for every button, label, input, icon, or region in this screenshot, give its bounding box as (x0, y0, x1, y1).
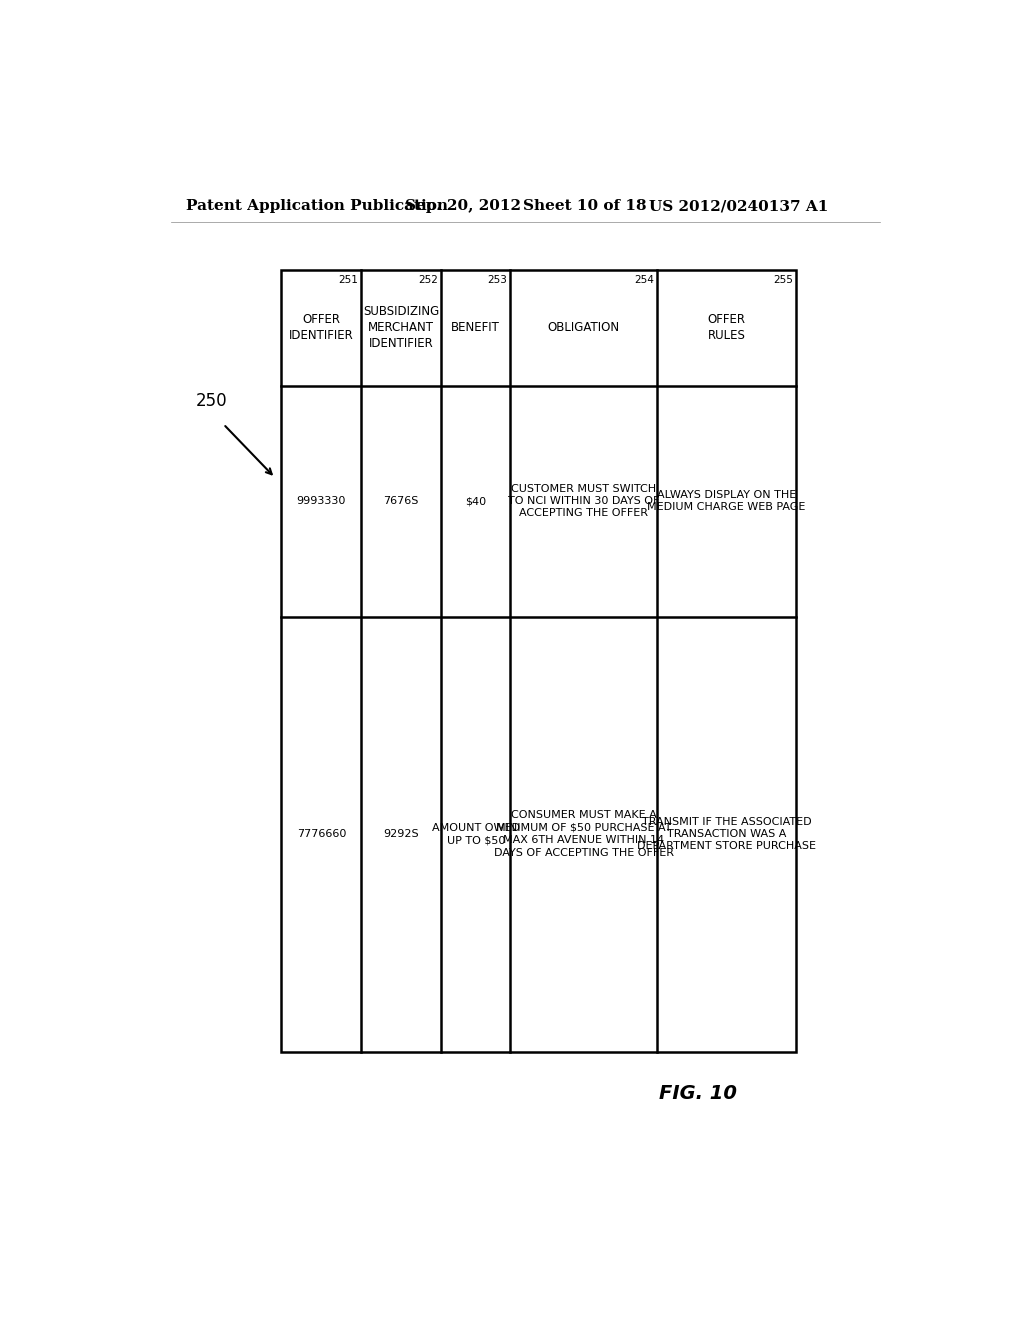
Text: US 2012/0240137 A1: US 2012/0240137 A1 (649, 199, 828, 213)
Text: FIG. 10: FIG. 10 (658, 1085, 736, 1104)
Text: $40: $40 (465, 496, 486, 506)
Text: 253: 253 (487, 275, 507, 285)
Text: CONSUMER MUST MAKE A
MINIMUM OF $50 PURCHASE AT
MAX 6TH AVENUE WITHIN 14
DAYS OF: CONSUMER MUST MAKE A MINIMUM OF $50 PURC… (494, 810, 674, 858)
Text: 255: 255 (773, 275, 793, 285)
Text: AMOUNT OWED
UP TO $50: AMOUNT OWED UP TO $50 (432, 822, 520, 845)
Text: 251: 251 (338, 275, 358, 285)
Text: 9993330: 9993330 (297, 496, 346, 506)
Text: 254: 254 (634, 275, 654, 285)
Text: 9292S: 9292S (383, 829, 419, 840)
Text: ALWAYS DISPLAY ON THE
MEDIUM CHARGE WEB PAGE: ALWAYS DISPLAY ON THE MEDIUM CHARGE WEB … (647, 490, 806, 512)
Bar (282, 271, 796, 1052)
Text: TRANSMIT IF THE ASSOCIATED
TRANSACTION WAS A
DEPARTMENT STORE PURCHASE: TRANSMIT IF THE ASSOCIATED TRANSACTION W… (637, 817, 816, 851)
Text: OFFER
IDENTIFIER: OFFER IDENTIFIER (289, 313, 353, 342)
Text: SUBSIDIZING
MERCHANT
IDENTIFIER: SUBSIDIZING MERCHANT IDENTIFIER (362, 305, 439, 350)
Text: OFFER
RULES: OFFER RULES (708, 313, 745, 342)
Text: 7676S: 7676S (383, 496, 419, 506)
Text: CUSTOMER MUST SWITCH
TO NCI WITHIN 30 DAYS OF
ACCEPTING THE OFFER: CUSTOMER MUST SWITCH TO NCI WITHIN 30 DA… (508, 483, 659, 519)
Text: Sep. 20, 2012: Sep. 20, 2012 (406, 199, 521, 213)
Text: 7776660: 7776660 (297, 829, 346, 840)
Text: Sheet 10 of 18: Sheet 10 of 18 (523, 199, 647, 213)
Text: Patent Application Publication: Patent Application Publication (186, 199, 449, 213)
Text: BENEFIT: BENEFIT (452, 321, 500, 334)
Text: 250: 250 (196, 392, 227, 411)
Text: 252: 252 (418, 275, 438, 285)
Text: OBLIGATION: OBLIGATION (548, 321, 620, 334)
